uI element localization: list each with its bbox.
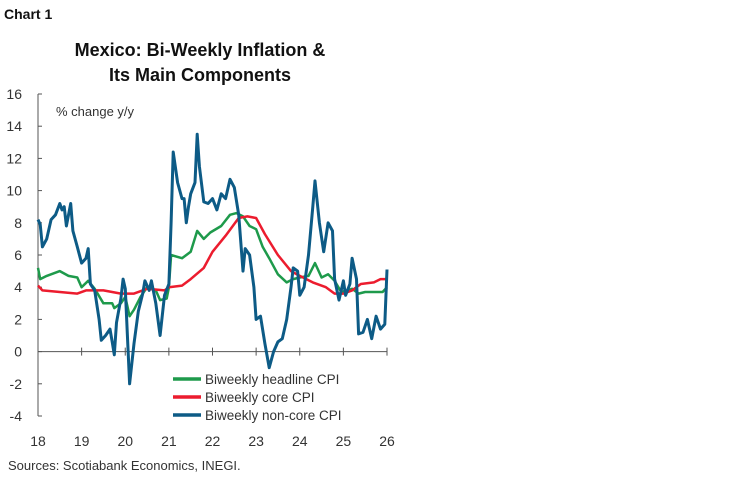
y-tick-label: 2 xyxy=(14,311,22,327)
x-tick-label: 24 xyxy=(292,433,308,449)
y-axis-label: % change y/y xyxy=(56,104,135,119)
x-tick-label: 26 xyxy=(379,433,395,449)
y-tick-label: -4 xyxy=(10,408,23,424)
chart-number-label: Chart 1 xyxy=(4,6,53,22)
y-tick-label: 10 xyxy=(6,183,22,199)
legend-label: Biweekly headline CPI xyxy=(205,372,339,387)
y-tick-label: -2 xyxy=(10,376,23,392)
series-line-biweekly-non-core-cpi xyxy=(36,132,389,386)
source-note: Sources: Scotiabank Economics, INEGI. xyxy=(8,458,241,473)
y-tick-label: 6 xyxy=(14,247,22,263)
series-line-biweekly-headline-cpi xyxy=(36,211,388,318)
y-tick-label: 4 xyxy=(14,279,22,295)
chart-title-line-1: Mexico: Bi-Weekly Inflation & xyxy=(74,40,326,60)
legend-label: Biweekly core CPI xyxy=(205,390,315,405)
x-tick-label: 19 xyxy=(74,433,90,449)
x-tick-label: 20 xyxy=(117,433,133,449)
x-tick-label: 22 xyxy=(205,433,221,449)
y-tick-label: 14 xyxy=(6,118,22,134)
y-tick-label: 8 xyxy=(14,215,22,231)
x-tick-label: 18 xyxy=(30,433,46,449)
chart-title-line-2: Its Main Components xyxy=(108,65,291,85)
x-tick-label: 23 xyxy=(248,433,264,449)
x-tick-label: 21 xyxy=(161,433,177,449)
y-tick-label: 16 xyxy=(6,86,22,102)
x-tick-label: 25 xyxy=(336,433,352,449)
y-tick-label: 12 xyxy=(6,150,22,166)
legend-label: Biweekly non-core CPI xyxy=(205,408,342,423)
y-tick-label: 0 xyxy=(14,344,22,360)
